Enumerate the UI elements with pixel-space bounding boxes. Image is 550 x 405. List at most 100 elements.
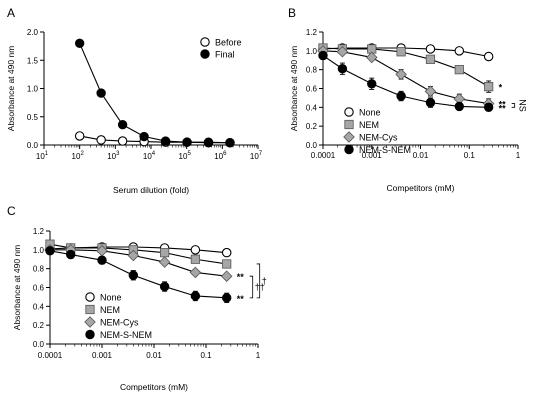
data-point: [221, 247, 232, 258]
significance-label: **: [237, 272, 245, 282]
data-point: [220, 270, 233, 282]
data-point: [483, 51, 494, 62]
data-point: [159, 281, 170, 292]
data-point: [225, 138, 235, 148]
significance-label: **: [499, 100, 507, 110]
y-tick-label: 1.0: [33, 246, 45, 255]
series-final: [74, 38, 235, 148]
legend: None NEM NEM-Cys NEM-S-NEM: [343, 107, 411, 155]
x-axis-title: Serum dilution (fold): [113, 185, 189, 195]
legend-marker: [344, 107, 354, 117]
data-point: [484, 82, 494, 92]
x-tick-label: 1: [256, 351, 261, 360]
x-tick-label: 0.01: [413, 151, 429, 160]
data-point: [424, 85, 437, 98]
data-point: [425, 97, 436, 108]
data-point: [189, 266, 202, 279]
x-tick-label: 0.0001: [311, 151, 336, 160]
data-point: [160, 248, 170, 258]
legend-marker: [344, 144, 354, 155]
significance-annotations: ***** NS: [499, 83, 528, 114]
data-point: [396, 47, 406, 57]
y-tick-label: 0.6: [33, 284, 45, 293]
x-tick-label: 0.001: [92, 351, 113, 360]
legend-marker: [84, 316, 96, 328]
series-nem-s-nem: [45, 246, 232, 304]
x-tick-label: 102: [72, 151, 85, 161]
y-tick-label: 0.0: [27, 141, 39, 150]
data-point: [483, 102, 494, 113]
x-tick-label: 0.001: [362, 151, 383, 160]
legend: Before Final: [200, 37, 242, 60]
panel-c: C 0.0001 0.001 0.01 0.1 1 0.0 0.2 0.4 0.6 0.8 1.0 1.…: [7, 204, 267, 392]
data-point: [190, 291, 201, 301]
data-point: [425, 44, 436, 54]
legend-label: None: [359, 108, 381, 118]
y-axis-title: Absorbance at 490 nm: [289, 46, 299, 132]
data-point: [182, 137, 192, 147]
data-point: [97, 255, 107, 265]
legend-marker: [85, 329, 95, 340]
data-point: [96, 88, 106, 98]
data-point: [158, 256, 171, 268]
panel-letter: C: [7, 204, 16, 218]
y-tick-label: 0.5: [27, 113, 39, 122]
significance-label: **: [237, 294, 245, 304]
data-point: [127, 249, 140, 262]
significance-bracket: [511, 103, 516, 108]
data-point: [454, 101, 464, 112]
legend-marker: [85, 292, 95, 302]
significance-bracket: [249, 275, 254, 299]
panel-b: B 0.0001 0.001 0.01 0.1 1 0.0 0.2 0.4 0.6 0.8 1.0 1.…: [288, 6, 528, 193]
data-point: [128, 270, 139, 280]
legend-marker: [344, 119, 354, 130]
data-point: [365, 51, 378, 64]
y-tick-label: 0.0: [306, 141, 318, 150]
significance-label: †: [262, 276, 267, 286]
legend-marker: [200, 49, 210, 59]
x-tick-label: 103: [107, 151, 120, 161]
y-tick-label: 0.8: [306, 66, 318, 75]
data-point: [190, 254, 200, 264]
panel-a: A 101 102 103 104 105 106 107 0.0 0.5 1.0 1.5 2.0 Ser…: [6, 6, 263, 195]
data-point: [222, 259, 232, 269]
x-tick-label: 107: [250, 151, 263, 161]
legend-label: NEM-Cys: [100, 318, 139, 328]
significance-annotations: ****†††: [237, 263, 267, 304]
data-point: [117, 119, 128, 130]
y-tick-label: 1.0: [306, 47, 318, 56]
x-tick-label: 105: [179, 151, 192, 161]
legend-label: Final: [215, 50, 235, 60]
significance-label: NS: [518, 99, 528, 112]
significance-label: **: [499, 103, 507, 113]
legend-label: NEM-S-NEM: [359, 145, 411, 155]
data-point: [318, 50, 328, 61]
y-tick-label: 1.2: [33, 227, 45, 236]
data-point: [203, 137, 214, 147]
significance-bracket: [256, 263, 261, 299]
y-tick-label: 0.6: [306, 85, 318, 94]
data-point: [74, 131, 85, 141]
data-point: [65, 249, 76, 260]
x-tick-label: 0.01: [146, 351, 162, 360]
x-axis-title: Competitors (mM): [386, 183, 454, 193]
x-tick-label: 104: [143, 151, 156, 161]
series-nem-s-nem: [318, 50, 494, 113]
x-tick-label: 1: [516, 151, 521, 160]
y-axis-title: Absorbance at 490 nm: [6, 46, 16, 132]
data-point: [45, 246, 55, 256]
legend-label: Before: [215, 38, 242, 48]
data-point: [221, 293, 232, 303]
series-nem-cys: [317, 45, 495, 110]
legend-label: NEM-S-NEM: [100, 330, 152, 340]
x-tick-label: 106: [214, 151, 227, 161]
panel-letter: A: [7, 6, 15, 20]
data-point: [454, 46, 465, 56]
data-point: [336, 46, 349, 58]
y-tick-label: 2.0: [27, 28, 39, 37]
x-tick-label: 0.1: [464, 151, 476, 160]
legend-marker: [85, 304, 95, 315]
x-tick-label: 101: [36, 151, 49, 161]
legend: None NEM NEM-Cys NEM-S-NEM: [84, 292, 152, 340]
